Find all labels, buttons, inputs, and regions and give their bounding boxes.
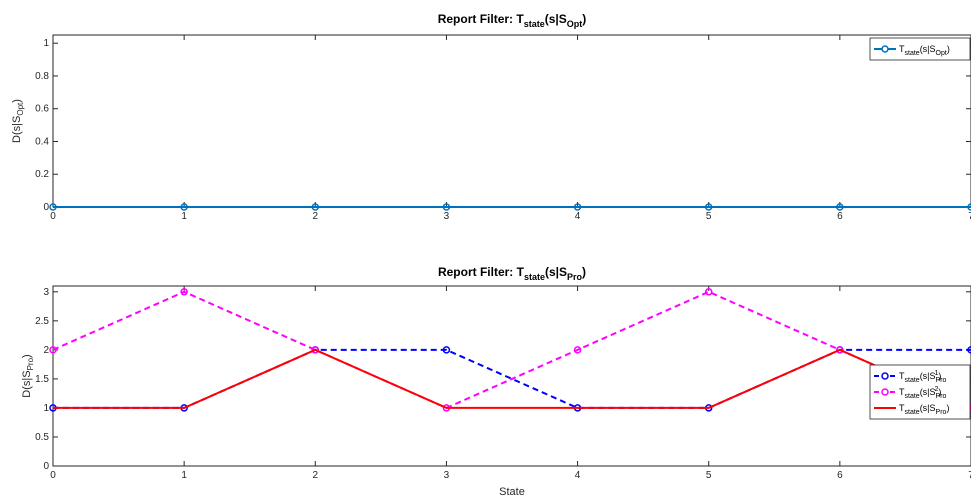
data-point-s2-4 [573, 346, 582, 354]
y-tick-label: 1 [43, 403, 49, 414]
y-tick-label: 0.5 [35, 432, 49, 443]
x-tick-label: 1 [181, 211, 187, 222]
x-tick-label: 6 [837, 470, 843, 481]
x-tick-label: 7 [968, 211, 971, 222]
data-point-s2-6 [836, 346, 844, 354]
data-point-s2-2 [311, 346, 320, 354]
series-line-2 [52, 290, 971, 410]
x-tick-label: 6 [837, 211, 843, 222]
y-tick-label: 3 [43, 287, 49, 298]
data-point-s1-4 [573, 203, 582, 211]
x-tick-label: 3 [444, 470, 450, 481]
data-point-s2-0 [49, 346, 57, 354]
data-point-s1-6 [836, 203, 844, 211]
x-tick-label: 3 [444, 211, 450, 222]
y-tick-label: 0.6 [35, 104, 49, 115]
legend-marker-1 [881, 45, 889, 53]
x-tick-label: 1 [181, 470, 187, 481]
chart-title: Report Filter: Tstate(s|SOpt) [438, 12, 587, 29]
data-point-s1-7 [967, 203, 971, 211]
legend-label-2: Tstate(s|SPro2) [899, 386, 947, 400]
series-line-3 [53, 348, 971, 409]
x-tick-label: 2 [313, 470, 319, 481]
y-tick-label: 1 [43, 38, 49, 49]
y-tick-label: 0.2 [35, 169, 49, 180]
x-tick-label: 5 [706, 470, 712, 481]
data-point-s2-1 [180, 288, 188, 296]
plot-area [52, 285, 971, 467]
plot-area [52, 34, 971, 208]
y-tick-label: 0 [43, 461, 49, 472]
x-tick-label: 0 [50, 470, 56, 481]
legend-label-1: Tstate(s|SPro1) [899, 370, 947, 384]
legend-box [869, 37, 971, 61]
x-axis-label: State [499, 486, 525, 498]
legend-marker-2 [881, 388, 889, 396]
y-tick-label: 2.5 [35, 316, 49, 327]
data-point-s2-5 [704, 288, 713, 296]
y-tick-label: 0.8 [35, 71, 49, 82]
data-point-s1-1 [180, 203, 188, 211]
data-point-s1-0 [49, 203, 57, 211]
data-point-s1-7 [967, 346, 971, 354]
x-tick-label: 4 [575, 470, 581, 481]
subplot-2: 0 1 2 3 4 5 6 7 0 0.5 1 1.5 2 2.5 3 Report Filter: Tsta… [21, 265, 971, 498]
chart-title: Report Filter: Tstate(s|SPro) [438, 265, 586, 282]
x-tick-label: 5 [706, 211, 712, 222]
x-tick-label: 7 [968, 470, 971, 481]
y-tick-label: 1.5 [35, 374, 49, 385]
data-point-s1-3 [442, 346, 451, 354]
y-axis-label: D(s|SOpt) [11, 99, 25, 143]
subplot-1: 0 1 2 3 4 5 6 7 0 0.2 0.4 0.6 0.8 1 Report Filter: Tst… [11, 12, 971, 222]
legend-marker-1 [881, 372, 889, 380]
data-point-s1-2 [311, 203, 320, 211]
y-tick-label: 0 [43, 202, 49, 213]
legend-label-3: Tstate(s|SPro) [899, 403, 949, 416]
data-point-s1-5 [704, 203, 713, 211]
y-axis-label: D(s|SPro) [21, 354, 35, 397]
x-tick-label: 2 [313, 211, 319, 222]
y-tick-label: 2 [43, 345, 49, 356]
legend-label-1: Tstate(s|SOpt) [899, 44, 950, 57]
y-tick-label: 0.4 [35, 136, 49, 147]
x-tick-label: 0 [50, 211, 56, 222]
x-tick-label: 4 [575, 211, 581, 222]
data-point-s1-3 [442, 203, 451, 211]
